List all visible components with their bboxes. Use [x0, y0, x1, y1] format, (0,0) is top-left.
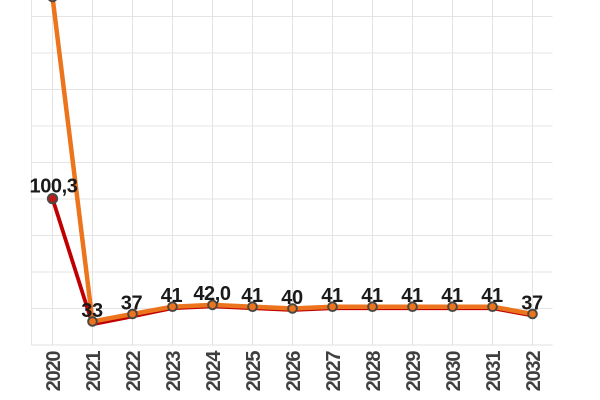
svg-text:40: 40: [281, 287, 303, 309]
svg-text:2027: 2027: [323, 351, 345, 392]
svg-text:2032: 2032: [523, 351, 545, 392]
svg-text:41: 41: [161, 285, 183, 307]
svg-text:41: 41: [241, 285, 263, 307]
svg-text:2024: 2024: [203, 350, 225, 392]
svg-text:2025: 2025: [243, 351, 265, 392]
svg-text:41: 41: [481, 285, 503, 307]
svg-text:41: 41: [321, 285, 343, 307]
svg-text:37: 37: [121, 292, 143, 314]
svg-text:41: 41: [401, 285, 423, 307]
svg-text:2029: 2029: [403, 351, 425, 392]
svg-text:41: 41: [361, 285, 383, 307]
svg-text:2020: 2020: [43, 351, 65, 392]
svg-text:41: 41: [441, 285, 463, 307]
svg-text:2022: 2022: [123, 351, 145, 392]
svg-text:2030: 2030: [443, 351, 465, 392]
svg-text:42,0: 42,0: [193, 283, 231, 305]
svg-text:37: 37: [521, 292, 543, 314]
svg-text:2023: 2023: [163, 351, 185, 392]
svg-text:100,3: 100,3: [29, 176, 77, 198]
svg-text:2021: 2021: [83, 351, 105, 392]
svg-text:2026: 2026: [283, 351, 305, 392]
svg-text:33: 33: [81, 300, 103, 322]
svg-text:2031: 2031: [483, 351, 505, 392]
svg-text:2028: 2028: [363, 351, 385, 392]
